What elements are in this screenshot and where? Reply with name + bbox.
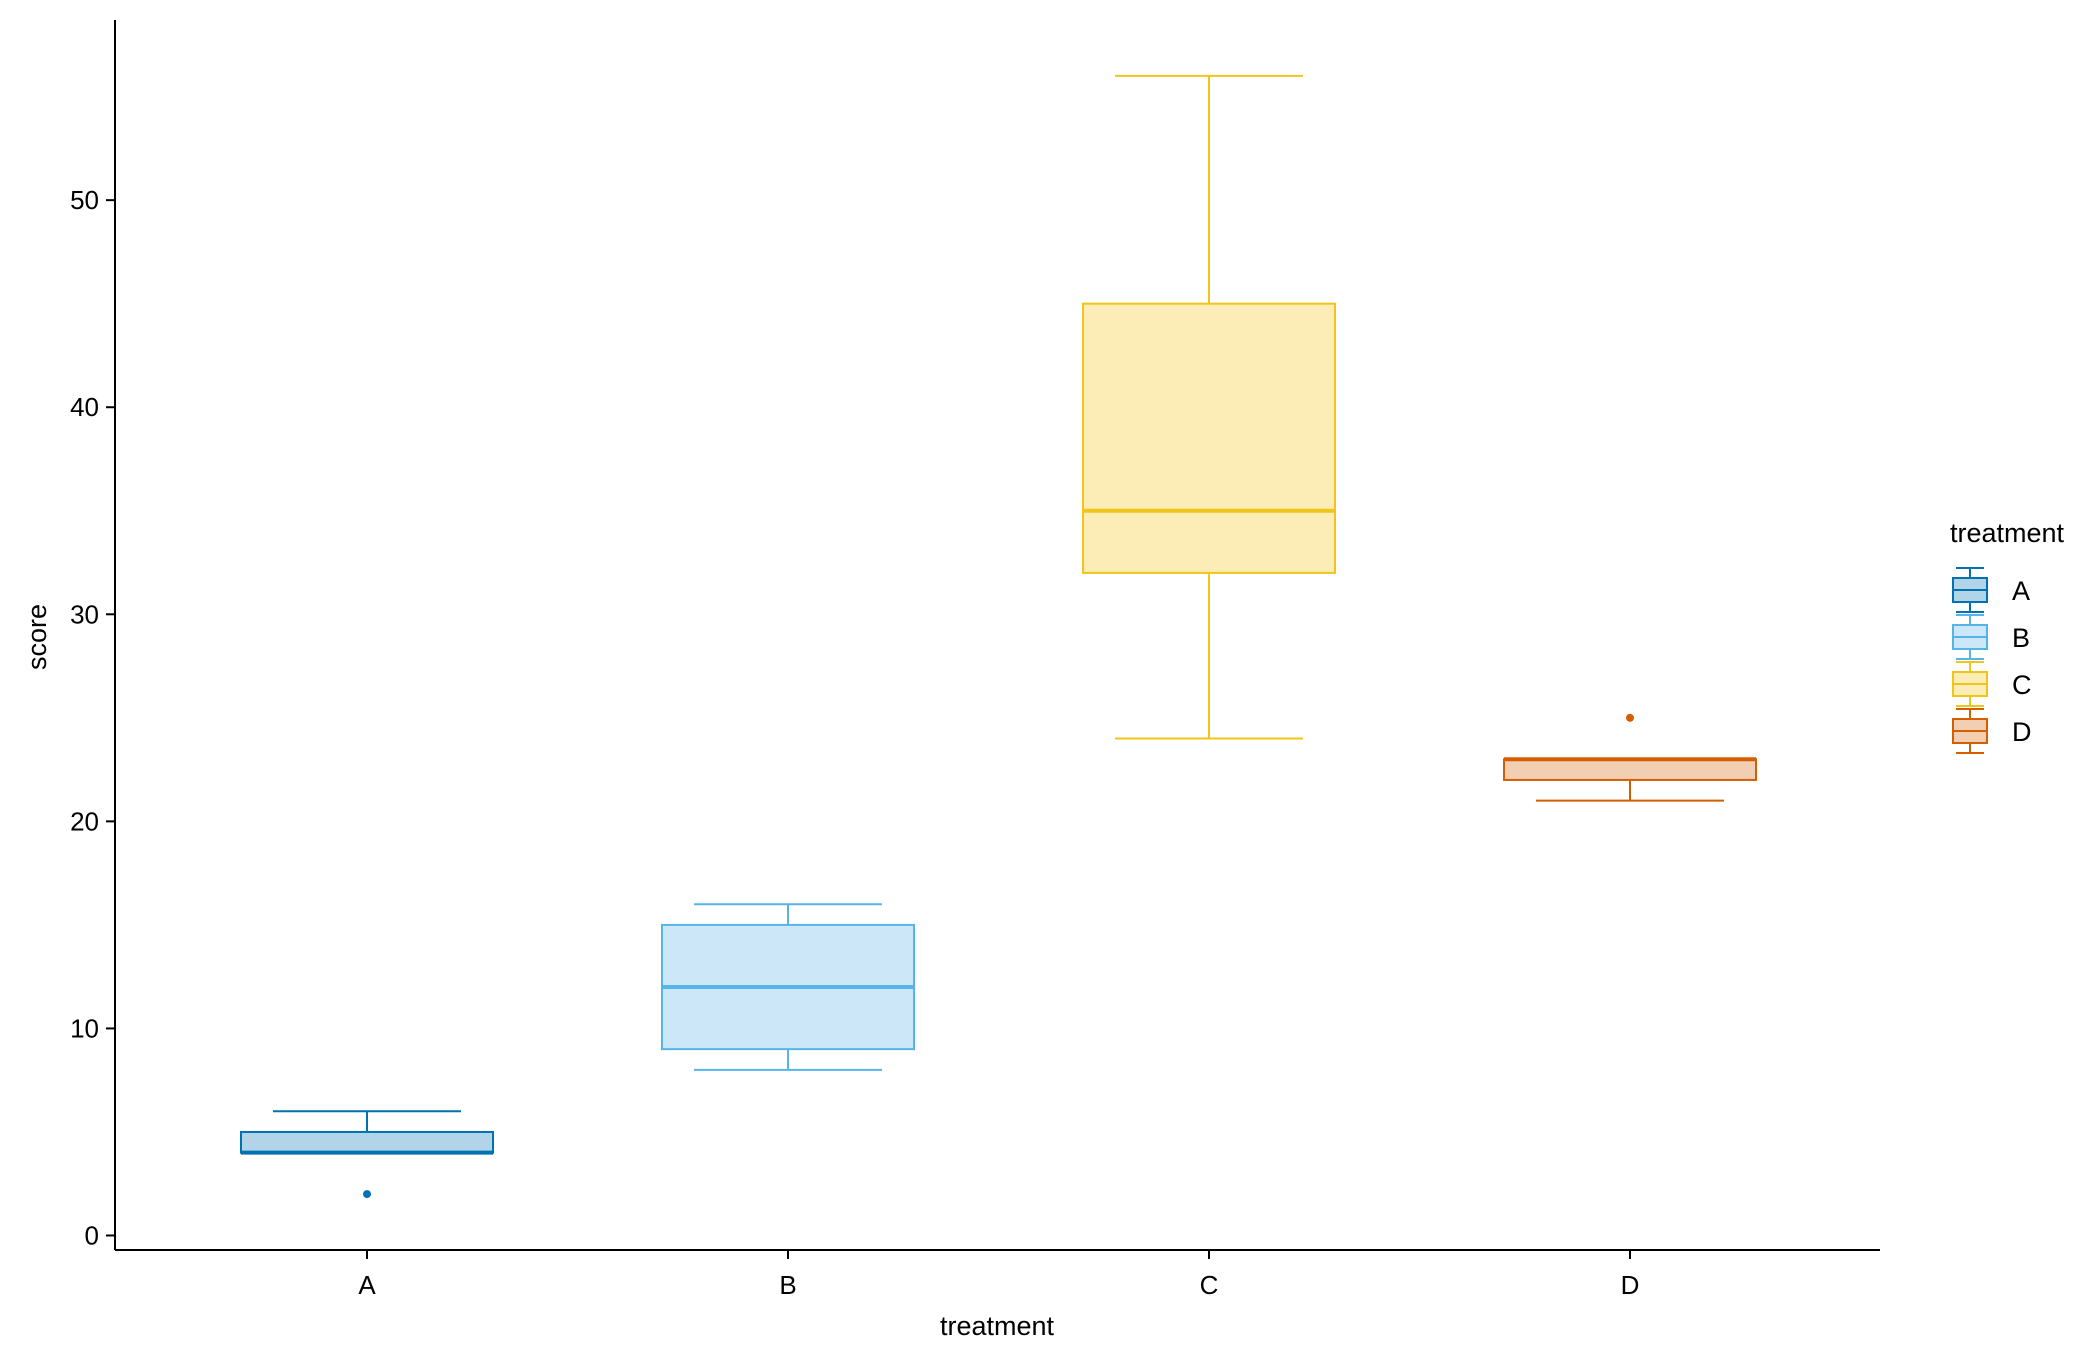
legend-title: treatment: [1950, 518, 2065, 548]
box-A: [240, 1110, 494, 1199]
y-tick-label: 10: [70, 1013, 99, 1043]
legend-label: C: [2012, 670, 2032, 700]
x-axis-title: treatment: [940, 1311, 1055, 1341]
y-tick-label: 20: [70, 806, 99, 836]
legend-label: B: [2012, 623, 2030, 653]
legend-item-B: B: [1952, 614, 2030, 660]
outlier-point: [1626, 713, 1634, 722]
y-tick-label: 0: [85, 1221, 99, 1251]
box-D: [1503, 713, 1757, 802]
plot-area: [240, 74, 1757, 1199]
x-tick-label: C: [1200, 1270, 1219, 1300]
x-tick-label: D: [1621, 1270, 1640, 1300]
legend-item-A: A: [1952, 567, 2030, 613]
x-tick-label: B: [779, 1270, 796, 1300]
legend-label: A: [2012, 576, 2030, 606]
box-C: [1082, 74, 1336, 740]
x-tick-label: A: [358, 1270, 376, 1300]
box-body: [1082, 302, 1336, 574]
y-tick-label: 50: [70, 185, 99, 215]
legend-item-C: C: [1952, 661, 2032, 707]
y-axis-title: score: [22, 604, 52, 670]
box-body: [1503, 758, 1757, 781]
axes: 0 10 20 30 40 50 A B C D: [70, 20, 1880, 1300]
outlier-point: [363, 1190, 371, 1199]
y-tick-label: 40: [70, 392, 99, 422]
legend-item-D: D: [1952, 708, 2032, 754]
y-tick-label: 30: [70, 599, 99, 629]
legend-label: D: [2012, 717, 2032, 747]
box-B: [661, 903, 915, 1071]
box-body: [240, 1130, 494, 1154]
